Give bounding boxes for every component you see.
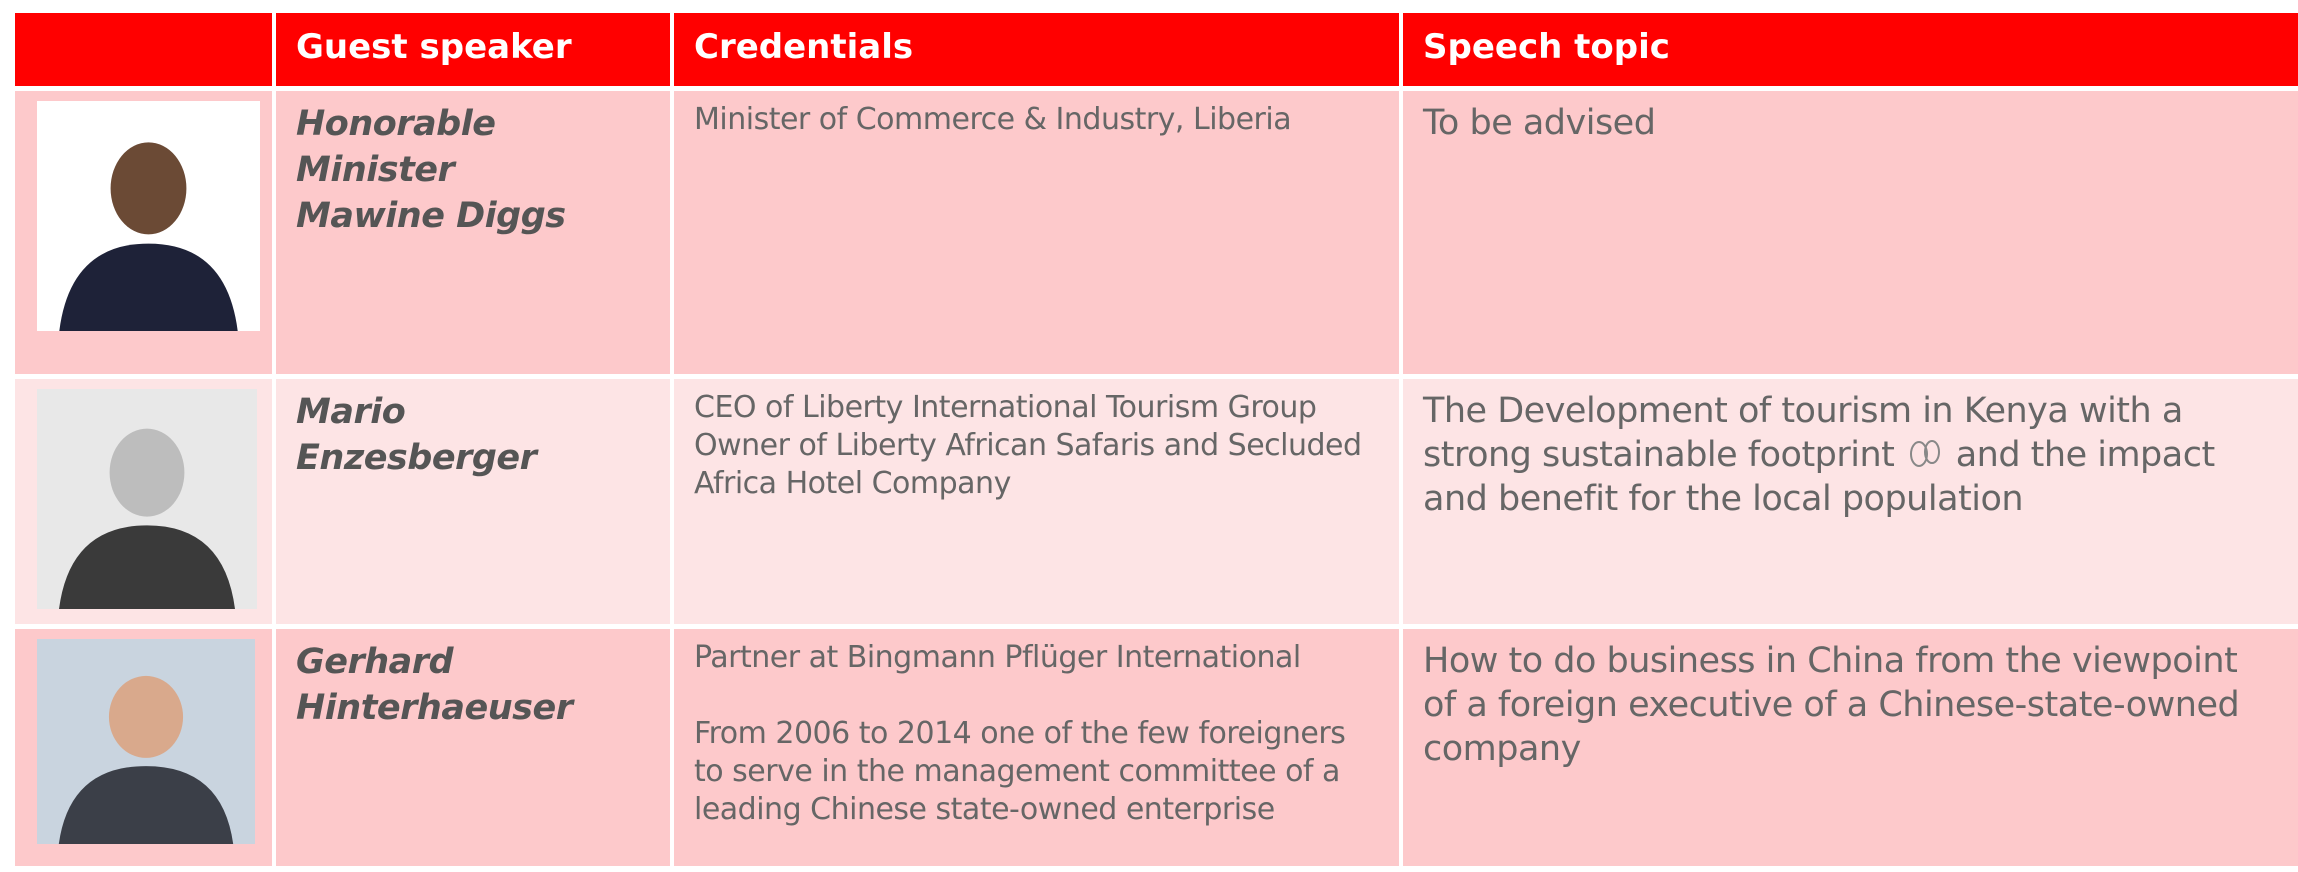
header-row: Guest speaker Credentials Speech topic [15, 13, 2298, 91]
topic-text: To be advised [1423, 103, 1656, 143]
speaker-name: Mawine Diggs [296, 196, 566, 236]
header-cell: Credentials [674, 13, 1403, 86]
topic-text: How to do business in China from the vie… [1423, 641, 2240, 769]
header-cell: Guest speaker [276, 13, 674, 86]
speaker-photo [37, 389, 257, 609]
credential-text: From 2006 to 2014 one of the few foreign… [694, 716, 1346, 827]
table-row: Gerhard Hinterhaeuser Partner at Bingmann … [15, 629, 2298, 871]
credential-text: Owner of Liberty African Safaris and Sec… [694, 428, 1362, 501]
credentials-cell: Minister of Commerce & Industry, Liberia [674, 91, 1403, 374]
table-row: Mario Enzesberger CEO of Liberty Internat… [15, 379, 2298, 629]
speaker-name: Hinterhaeuser [296, 688, 573, 728]
credentials-cell: CEO of Liberty International Tourism Gro… [674, 379, 1403, 624]
header-cell: Speech topic [1423, 27, 1670, 67]
topic-cell: The Development of tourism in Kenya with… [1403, 379, 2298, 624]
photo-cell [15, 629, 276, 866]
speaker-photo [37, 101, 260, 331]
speaker-photo [37, 639, 255, 844]
speaker-cell: Mario Enzesberger [276, 379, 674, 624]
credential-text: Partner at Bingmann Pflüger Internationa… [694, 640, 1301, 675]
topic-text: The Development of tourism in Kenya with… [1423, 391, 2183, 475]
topic-text: and the impact and benefit for the local… [1423, 435, 2215, 519]
photo-cell [15, 91, 276, 374]
speaker-cell: Honorable Minister Mawine Diggs [276, 91, 674, 374]
header-cell [15, 13, 276, 86]
speaker-cell: Gerhard Hinterhaeuser [276, 629, 674, 866]
credential-text: CEO of Liberty International Tourism Gro… [694, 390, 1317, 425]
speaker-name: Honorable Minister [296, 104, 496, 190]
photo-cell [15, 379, 276, 624]
credentials-cell: Partner at Bingmann Pflüger Internationa… [674, 629, 1403, 866]
credential-text: Minister of Commerce & Industry, Liberia [694, 102, 1292, 137]
speaker-name: Mario Enzesberger [296, 392, 537, 478]
topic-cell: How to do business in China from the vie… [1403, 629, 2298, 866]
table-row: Honorable Minister Mawine Diggs Minister o… [15, 91, 2298, 379]
footprint-icon [1894, 435, 1955, 475]
topic-cell: To be advised [1403, 91, 2298, 374]
speaker-table: Guest speaker Credentials Speech topic H… [15, 13, 2298, 871]
speaker-name: Gerhard [296, 642, 454, 682]
